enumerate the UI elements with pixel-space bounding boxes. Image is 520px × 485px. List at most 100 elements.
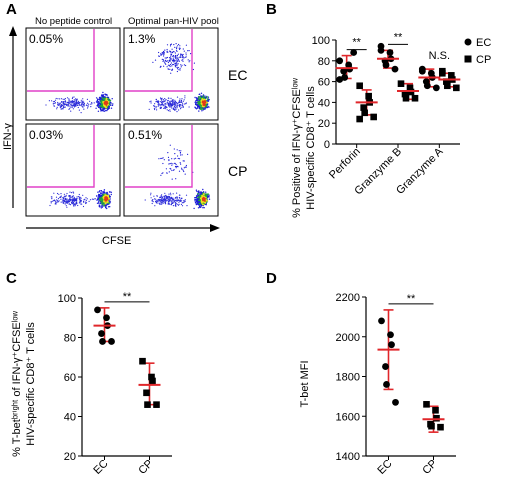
flow-event — [178, 196, 180, 199]
flow-event — [175, 49, 178, 51]
flow-event — [97, 101, 99, 103]
flow-event — [82, 98, 84, 100]
flow-event — [86, 102, 89, 104]
flow-event — [178, 43, 180, 46]
panel-a-flow-plots: No peptide control Optimal pan-HIV pool … — [2, 16, 247, 247]
flow-event — [162, 101, 164, 103]
flow-event — [68, 195, 70, 197]
flow-event — [199, 93, 201, 95]
sig-label: ** — [407, 293, 416, 305]
flow-event — [103, 202, 105, 205]
data-point — [402, 94, 410, 102]
flow-event — [72, 199, 74, 202]
flow-event — [169, 195, 171, 198]
flow-event — [57, 101, 59, 104]
flow-event — [91, 198, 93, 200]
flow-event — [172, 197, 174, 199]
flow-event — [171, 169, 173, 172]
flow-event — [156, 100, 158, 102]
flow-event — [176, 199, 178, 201]
flow-event — [180, 154, 182, 156]
flow-event — [174, 52, 176, 54]
flow-event — [207, 193, 209, 196]
flow-event — [173, 108, 175, 111]
flow-event — [72, 202, 74, 204]
flow-event — [168, 200, 170, 202]
flow-event — [199, 96, 202, 98]
flow-event — [73, 197, 76, 199]
flow-event — [198, 194, 200, 197]
flow-event — [158, 200, 161, 202]
flow-event — [83, 101, 85, 103]
flow-event — [50, 201, 52, 203]
flow-event — [78, 102, 80, 104]
flow-event — [97, 110, 100, 113]
flow-event — [173, 158, 175, 160]
flow-event — [170, 55, 172, 57]
flow-event — [88, 200, 90, 202]
flow-event — [73, 204, 75, 206]
flow-event — [62, 108, 64, 110]
flow-event — [87, 106, 89, 108]
flow-event — [109, 195, 111, 198]
flow-event — [169, 65, 171, 68]
flow-event — [175, 106, 177, 108]
flow-event — [71, 100, 74, 102]
flow-event — [160, 98, 162, 100]
cfse-axis-label: CFSE — [102, 235, 131, 247]
y-tick-label: 1800 — [336, 372, 360, 384]
flow-event — [202, 207, 204, 209]
flow-event — [66, 192, 68, 195]
data-point — [346, 65, 354, 73]
flow-event — [102, 193, 105, 196]
flow-event — [100, 199, 103, 202]
flow-event — [60, 201, 62, 203]
flow-event — [179, 48, 181, 51]
flow-event — [158, 198, 160, 200]
flow-event — [162, 157, 164, 159]
flow-event — [183, 170, 185, 173]
flow-event — [170, 63, 172, 66]
flow-event — [103, 189, 106, 191]
flow-event — [85, 201, 87, 203]
flow-event — [103, 97, 106, 100]
flow-event — [74, 101, 76, 103]
flow-event — [95, 195, 98, 197]
data-point — [98, 330, 105, 337]
flow-event — [168, 159, 170, 162]
flow-event — [166, 56, 168, 59]
flow-event — [174, 66, 176, 68]
flow-event — [65, 195, 67, 198]
flow-event — [100, 201, 103, 204]
flow-event — [172, 103, 174, 105]
flow-event — [102, 200, 105, 203]
flow-event — [175, 157, 177, 159]
flow-event — [169, 110, 171, 112]
data-point — [418, 65, 426, 73]
flow-event — [176, 59, 178, 61]
flow-event — [185, 64, 187, 67]
flow-event — [109, 206, 111, 208]
flow-event — [77, 100, 80, 102]
flow-event — [112, 103, 114, 105]
flow-event — [179, 151, 182, 154]
flow-event — [50, 202, 52, 204]
flow-event — [169, 192, 172, 194]
flow-event — [63, 202, 65, 204]
flow-event — [200, 191, 202, 193]
flow-event — [51, 196, 53, 198]
flow-event — [172, 198, 174, 200]
flow-event — [204, 95, 206, 97]
flow-event — [180, 66, 182, 68]
data-point — [361, 109, 368, 117]
flow-event — [181, 53, 183, 56]
flow-event — [159, 97, 162, 99]
flow-event — [173, 169, 175, 171]
flow-event — [73, 96, 75, 98]
flow-event — [202, 193, 205, 196]
flow-event — [54, 102, 56, 104]
flow-event — [175, 205, 177, 207]
flow-event — [157, 202, 159, 204]
data-point — [392, 398, 399, 406]
flow-event — [154, 103, 156, 105]
